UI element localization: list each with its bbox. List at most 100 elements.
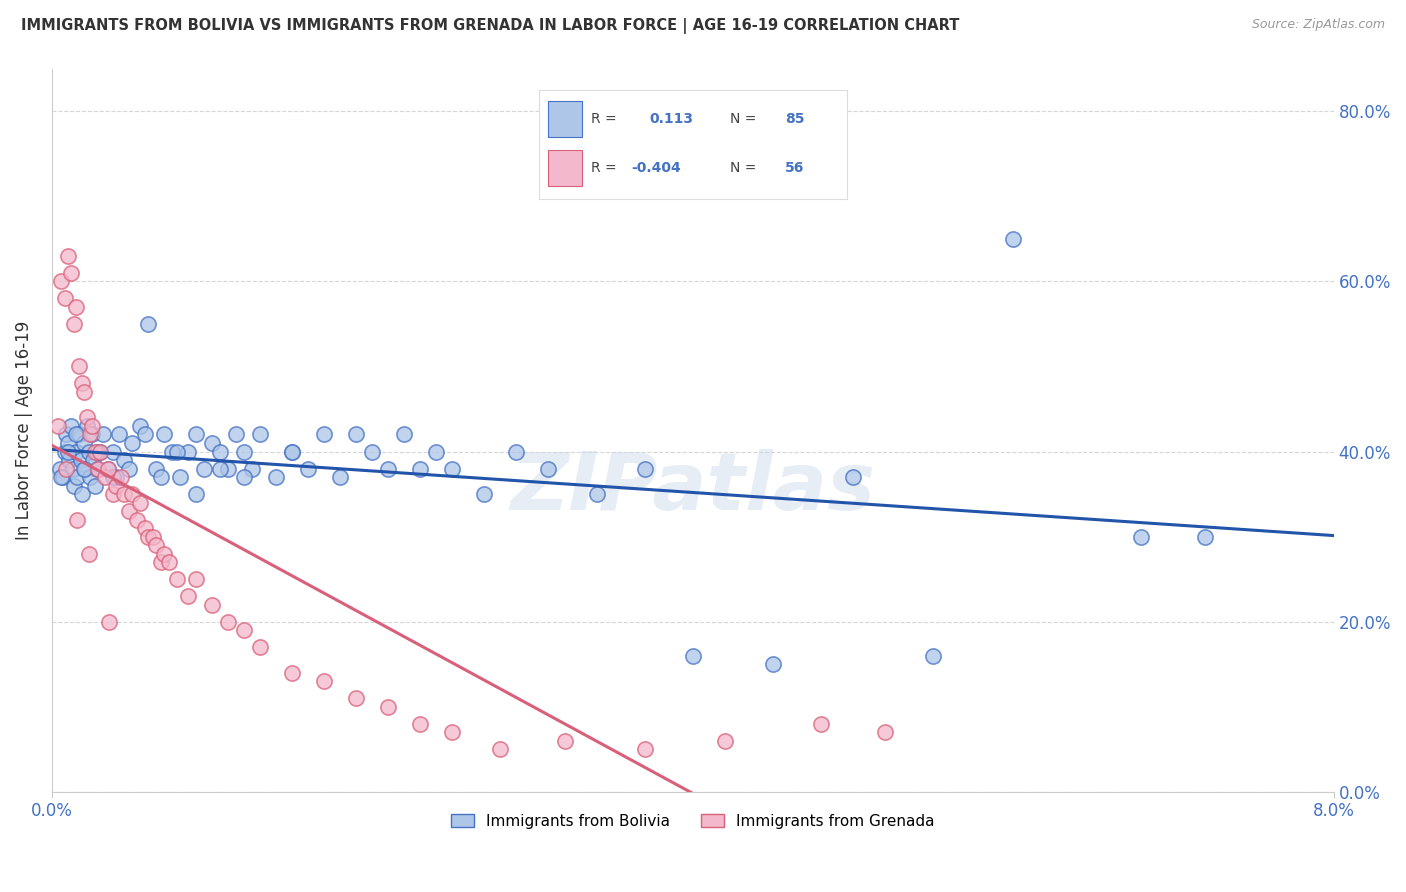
Point bbox=[112, 487, 135, 501]
Point bbox=[73, 461, 96, 475]
Point bbox=[233, 624, 256, 638]
Point bbox=[76, 419, 98, 434]
Point bbox=[217, 615, 239, 629]
Point bbox=[65, 444, 87, 458]
Point bbox=[314, 427, 336, 442]
Point bbox=[233, 470, 256, 484]
Point bbox=[166, 572, 188, 586]
Point bbox=[51, 274, 73, 288]
Point bbox=[128, 495, 150, 509]
Point bbox=[125, 513, 148, 527]
Point bbox=[633, 461, 655, 475]
Point bbox=[441, 461, 464, 475]
Point bbox=[104, 470, 127, 484]
Point bbox=[762, 657, 785, 672]
Point bbox=[149, 470, 172, 484]
Point bbox=[922, 648, 945, 663]
Point bbox=[201, 598, 224, 612]
Point bbox=[101, 444, 124, 458]
Point bbox=[409, 461, 432, 475]
Point bbox=[344, 691, 367, 706]
Point bbox=[101, 487, 124, 501]
Point bbox=[264, 470, 287, 484]
Point bbox=[184, 487, 207, 501]
Point bbox=[134, 521, 156, 535]
Point bbox=[66, 513, 89, 527]
Point bbox=[77, 547, 100, 561]
Point bbox=[713, 734, 735, 748]
Point bbox=[233, 444, 256, 458]
Point bbox=[842, 470, 865, 484]
Point bbox=[314, 674, 336, 689]
Point bbox=[56, 436, 79, 450]
Point bbox=[585, 487, 607, 501]
Point bbox=[108, 427, 131, 442]
Point bbox=[160, 444, 183, 458]
Point bbox=[217, 461, 239, 475]
Point bbox=[145, 461, 167, 475]
Point bbox=[97, 461, 120, 475]
Point bbox=[136, 317, 159, 331]
Point bbox=[1194, 530, 1216, 544]
Point bbox=[177, 444, 200, 458]
Point bbox=[169, 470, 191, 484]
Point bbox=[46, 419, 69, 434]
Point bbox=[55, 427, 77, 442]
Point bbox=[553, 734, 575, 748]
Point bbox=[633, 742, 655, 756]
Point bbox=[193, 461, 215, 475]
Text: Source: ZipAtlas.com: Source: ZipAtlas.com bbox=[1251, 18, 1385, 31]
Point bbox=[65, 300, 87, 314]
Point bbox=[75, 461, 97, 475]
Point bbox=[69, 453, 91, 467]
Point bbox=[136, 530, 159, 544]
Point bbox=[98, 615, 121, 629]
Point bbox=[377, 699, 399, 714]
Point bbox=[394, 427, 416, 442]
Point bbox=[70, 376, 93, 391]
Point bbox=[281, 444, 304, 458]
Point bbox=[184, 427, 207, 442]
Point bbox=[537, 461, 560, 475]
Point bbox=[157, 555, 180, 569]
Point bbox=[67, 427, 90, 442]
Point bbox=[184, 572, 207, 586]
Point bbox=[59, 419, 82, 434]
Point bbox=[104, 478, 127, 492]
Point bbox=[82, 453, 104, 467]
Point bbox=[208, 461, 231, 475]
Point bbox=[128, 419, 150, 434]
Point bbox=[52, 470, 75, 484]
Point bbox=[87, 461, 110, 475]
Point bbox=[86, 461, 108, 475]
Point bbox=[89, 444, 111, 458]
Point bbox=[682, 648, 704, 663]
Point bbox=[149, 555, 172, 569]
Point bbox=[63, 478, 86, 492]
Point bbox=[145, 538, 167, 552]
Point bbox=[249, 640, 271, 655]
Point bbox=[76, 410, 98, 425]
Point bbox=[73, 384, 96, 399]
Point bbox=[49, 461, 72, 475]
Point bbox=[53, 291, 76, 305]
Point bbox=[118, 504, 141, 518]
Point bbox=[66, 470, 89, 484]
Point bbox=[56, 444, 79, 458]
Point bbox=[97, 461, 120, 475]
Point bbox=[101, 470, 124, 484]
Text: IMMIGRANTS FROM BOLIVIA VS IMMIGRANTS FROM GRENADA IN LABOR FORCE | AGE 16-19 CO: IMMIGRANTS FROM BOLIVIA VS IMMIGRANTS FR… bbox=[21, 18, 959, 34]
Point bbox=[121, 487, 143, 501]
Point bbox=[84, 478, 107, 492]
Point bbox=[93, 470, 115, 484]
Point bbox=[489, 742, 512, 756]
Point bbox=[329, 470, 352, 484]
Y-axis label: In Labor Force | Age 16-19: In Labor Force | Age 16-19 bbox=[15, 320, 32, 540]
Point bbox=[79, 470, 101, 484]
Point bbox=[51, 470, 73, 484]
Point bbox=[153, 427, 176, 442]
Point bbox=[134, 427, 156, 442]
Point bbox=[80, 419, 103, 434]
Point bbox=[63, 317, 86, 331]
Point bbox=[70, 487, 93, 501]
